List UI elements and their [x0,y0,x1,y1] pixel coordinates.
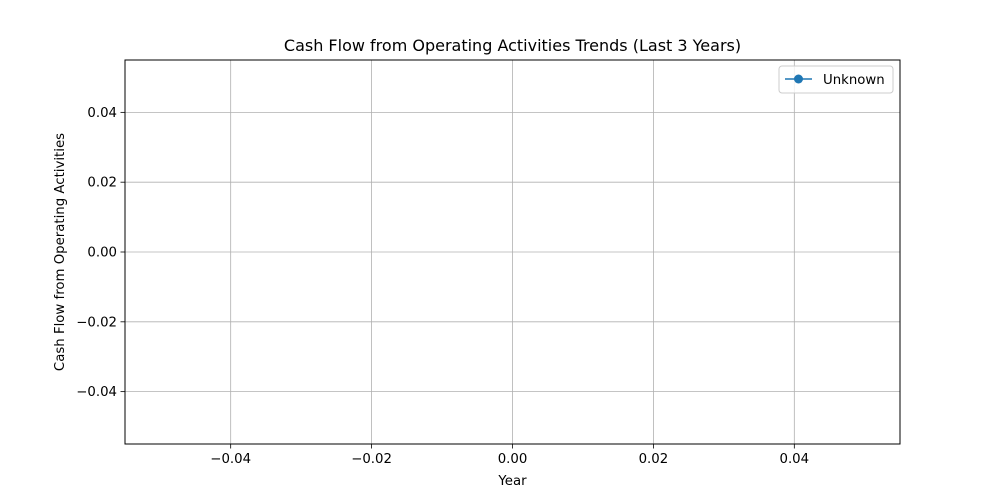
x-axis-ticks: −0.04 −0.02 0.00 0.02 0.04 [210,444,809,467]
x-tick-label: −0.04 [210,452,251,467]
x-tick-label: 0.00 [498,452,528,467]
legend-box [778,65,894,94]
x-axis-label: Year [497,474,527,489]
chart-title: Cash Flow from Operating Activities Tren… [284,36,741,55]
legend-label: Unknown [823,73,885,88]
grid-lines [125,60,900,444]
y-tick-label: 0.02 [87,176,117,191]
y-tick-label: 0.04 [87,106,117,121]
y-tick-label: 0.00 [87,246,117,261]
x-tick-label: 0.02 [639,452,669,467]
y-tick-label: −0.02 [76,315,117,330]
x-tick-label: −0.02 [351,452,392,467]
y-axis-label: Cash Flow from Operating Activities [53,133,68,371]
x-tick-label: 0.04 [780,452,810,467]
y-tick-label: −0.04 [76,385,117,400]
legend-marker-swatch [794,74,803,84]
y-axis-ticks: 0.04 0.02 0.00 −0.02 −0.04 [76,106,125,400]
legend: Unknown [778,65,894,94]
